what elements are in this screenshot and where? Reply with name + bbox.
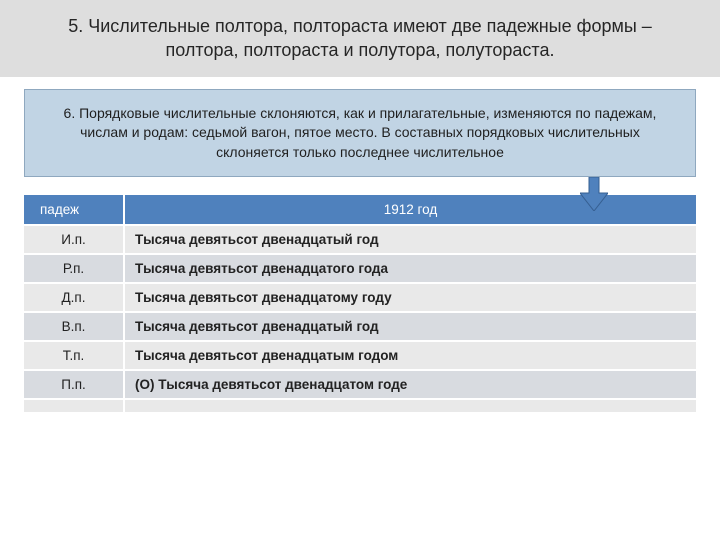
callout-box: 6. Порядковые числительные склоняются, к… (24, 89, 696, 178)
callout-text: 6. Порядковые числительные склоняются, к… (64, 105, 657, 160)
header-value: 1912 год (124, 195, 696, 225)
title-text: 5. Числительные полтора, полтораста имею… (40, 14, 680, 63)
table-row: Т.п. Тысяча девятьсот двенадцатым годом (24, 341, 696, 370)
value-cell (124, 399, 696, 412)
case-cell: И.п. (24, 225, 124, 254)
title-panel: 5. Числительные полтора, полтораста имею… (0, 0, 720, 77)
declension-table: падеж 1912 год И.п. Тысяча девятьсот две… (24, 195, 696, 412)
table-row: Р.п. Тысяча девятьсот двенадцатого года (24, 254, 696, 283)
table-row: Д.п. Тысяча девятьсот двенадцатому году (24, 283, 696, 312)
table-row: П.п. (О) Тысяча девятьсот двенадцатом го… (24, 370, 696, 399)
table-row: В.п. Тысяча девятьсот двенадцатый год (24, 312, 696, 341)
case-cell (24, 399, 124, 412)
value-cell: Тысяча девятьсот двенадцатого года (124, 254, 696, 283)
value-cell: Тысяча девятьсот двенадцатый год (124, 312, 696, 341)
callout-wrap: 6. Порядковые числительные склоняются, к… (0, 77, 720, 178)
table-row (24, 399, 696, 412)
value-cell: Тысяча девятьсот двенадцатому году (124, 283, 696, 312)
declension-table-wrap: падеж 1912 год И.п. Тысяча девятьсот две… (0, 177, 720, 412)
case-cell: В.п. (24, 312, 124, 341)
table-row: И.п. Тысяча девятьсот двенадцатый год (24, 225, 696, 254)
case-cell: П.п. (24, 370, 124, 399)
value-cell: Тысяча девятьсот двенадцатый год (124, 225, 696, 254)
value-cell: (О) Тысяча девятьсот двенадцатом годе (124, 370, 696, 399)
case-cell: Р.п. (24, 254, 124, 283)
arrow-down-icon (580, 177, 608, 211)
case-cell: Д.п. (24, 283, 124, 312)
header-case: падеж (24, 195, 124, 225)
case-cell: Т.п. (24, 341, 124, 370)
value-cell: Тысяча девятьсот двенадцатым годом (124, 341, 696, 370)
